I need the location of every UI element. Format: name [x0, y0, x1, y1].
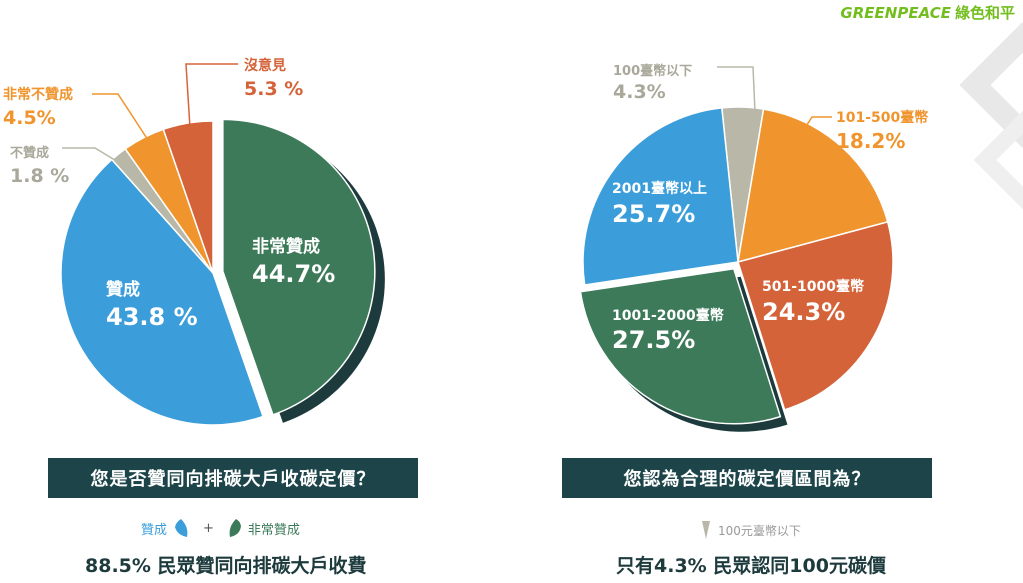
leader-line	[795, 116, 832, 143]
right-question-text: 您認為合理的碳定價區間為？	[623, 469, 871, 490]
pie-chart-reasonable-price-range: 100臺幣以下 4.3% 101-500臺幣 18.2% 501-1000臺幣 24.3%…	[579, 63, 928, 432]
slice-value-label: 44.7%	[252, 260, 335, 288]
slice-label: 非常不贊成	[3, 86, 73, 103]
pie-slice	[579, 267, 782, 425]
slice-label: 2001臺幣以上	[612, 180, 707, 197]
leader-line	[185, 63, 238, 129]
pie-slice	[222, 118, 376, 416]
leader-line	[92, 93, 149, 141]
legend-strong-support-leaf-icon	[229, 519, 241, 537]
left-question-bar: 您是否贊同向排碳大戶收碳定價？	[48, 458, 418, 498]
slice-label: 非常贊成	[252, 236, 320, 257]
pie-slice	[737, 220, 894, 411]
pie-chart-carbon-pricing-support: 非常贊成 44.7% 贊成 43.8 % 不贊成 1.8 % 非常不贊成 4.5% 沒意見 5.3…	[3, 57, 385, 426]
decorative-chevrons	[959, 22, 1023, 210]
right-summary: 只有4.3% 民眾認同100元碳價	[616, 555, 886, 577]
slice-label: 1001-2000臺幣	[612, 307, 724, 324]
logo-zh: 綠色和平	[954, 4, 1015, 22]
legend-under-100-leaf-icon	[702, 521, 710, 539]
slice-label: 501-1000臺幣	[762, 278, 864, 295]
slice-label: 沒意見	[244, 57, 286, 74]
slice-value-label: 5.3 %	[244, 78, 303, 100]
slice-value-label: 4.3%	[613, 81, 666, 103]
slice-value-label: 25.7%	[612, 200, 695, 228]
pie-slice	[737, 108, 889, 264]
slice-value-label: 1.8 %	[10, 165, 69, 187]
legend-support-label: 贊成	[141, 522, 168, 538]
left-summary: 88.5% 民眾贊同向排碳大戶收費	[85, 555, 367, 577]
slice-value-label: 18.2%	[836, 129, 905, 153]
logo-en: GREENPEACE	[840, 4, 951, 22]
leader-line	[717, 66, 756, 113]
right-question-bar: 您認為合理的碳定價區間為？	[562, 458, 932, 498]
pie-slice	[162, 120, 214, 274]
slice-label: 不贊成	[10, 145, 49, 161]
leader-line	[62, 147, 129, 169]
pie-slice	[582, 107, 739, 286]
legend-strong-support-label: 非常贊成	[247, 522, 300, 538]
slice-value-label: 43.8 %	[106, 303, 198, 331]
legend-under-100-label: 100元臺幣以下	[718, 523, 801, 538]
slice-label: 贊成	[106, 279, 140, 300]
slice-label: 101-500臺幣	[836, 109, 928, 126]
slice-value-label: 24.3%	[762, 298, 845, 326]
left-legend: 贊成 + 非常贊成	[141, 517, 300, 539]
left-question-text: 您是否贊同向排碳大戶收碳定價？	[90, 469, 376, 490]
right-legend: 100元臺幣以下	[698, 519, 801, 541]
slice-value-label: 4.5%	[3, 107, 56, 129]
legend-plus: +	[203, 520, 214, 536]
greenpeace-logo: GREENPEACE 綠色和平	[840, 2, 1015, 23]
slice-value-label: 27.5%	[612, 326, 695, 354]
legend-support-leaf-icon	[175, 519, 188, 537]
pie-slice	[60, 158, 265, 426]
slice-label: 100臺幣以下	[613, 63, 692, 79]
